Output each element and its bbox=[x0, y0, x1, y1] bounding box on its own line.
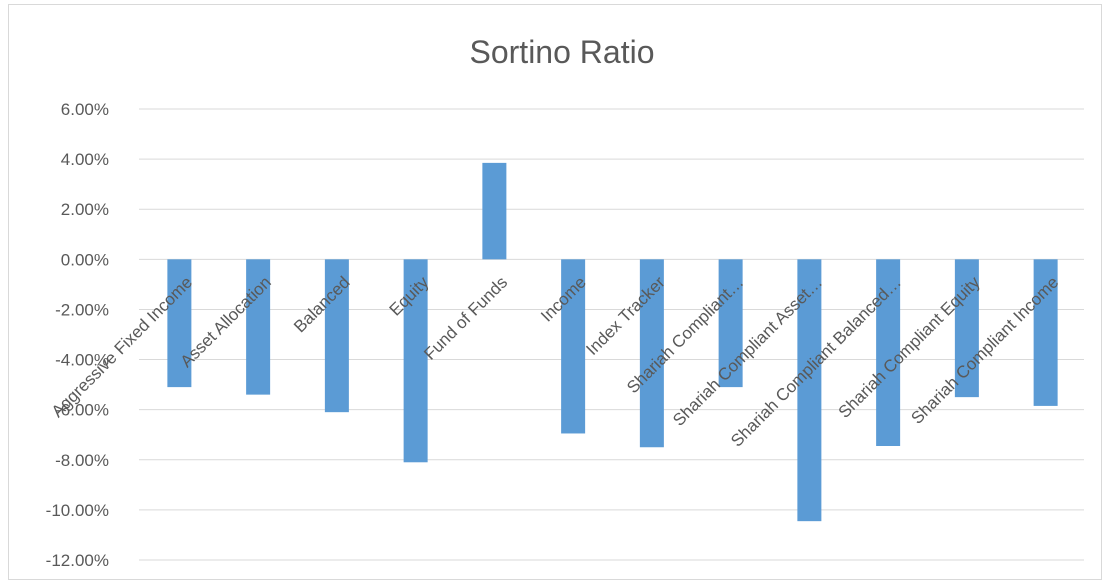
y-tick-label: -8.00% bbox=[55, 451, 109, 470]
sortino-ratio-bar-chart: Sortino Ratio 6.00% 4.00% 2.00% 0.00% -2.00%… bbox=[46, 34, 1084, 570]
bar bbox=[482, 162, 507, 260]
chart-area: Sortino Ratio 6.00% 4.00% 2.00% 0.00% -2.00%… bbox=[8, 4, 1102, 580]
bar bbox=[167, 259, 192, 388]
y-tick-label: 0.00% bbox=[61, 250, 109, 269]
y-tick-label: -4.00% bbox=[55, 351, 109, 370]
bar bbox=[403, 259, 428, 463]
bar bbox=[876, 259, 901, 446]
bar bbox=[639, 259, 664, 448]
y-tick-label: -12.00% bbox=[46, 551, 109, 570]
bar bbox=[718, 259, 743, 388]
bar bbox=[954, 259, 979, 398]
y-tick-label: 4.00% bbox=[61, 150, 109, 169]
bar bbox=[797, 259, 822, 522]
bar bbox=[324, 259, 349, 413]
y-tick-label: -2.00% bbox=[55, 300, 109, 319]
y-axis-tick-labels: 6.00% 4.00% 2.00% 0.00% -2.00% -4.00% -6.00% -8… bbox=[46, 100, 109, 570]
y-tick-label: 6.00% bbox=[61, 100, 109, 119]
category-label: Fund of Funds bbox=[420, 273, 511, 364]
gridlines bbox=[139, 108, 1084, 561]
y-tick-label: -6.00% bbox=[55, 401, 109, 420]
y-tick-label: -10.00% bbox=[46, 501, 109, 520]
y-tick-label: 2.00% bbox=[61, 200, 109, 219]
bar bbox=[246, 259, 271, 395]
chart-title: Sortino Ratio bbox=[470, 34, 655, 70]
bar bbox=[561, 259, 586, 434]
bar bbox=[1033, 259, 1058, 406]
bars bbox=[167, 162, 1058, 522]
